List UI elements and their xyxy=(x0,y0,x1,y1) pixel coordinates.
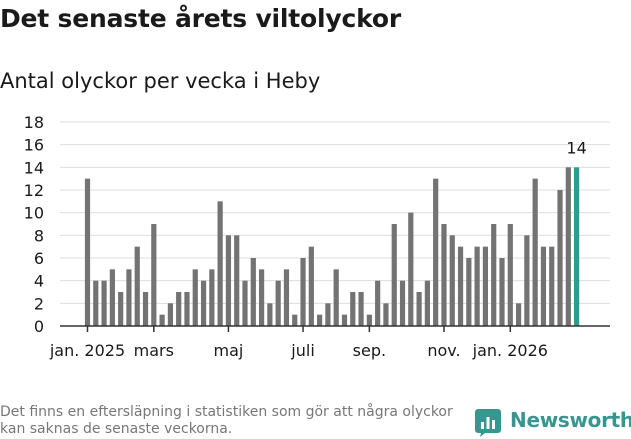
y-tick-label: 12 xyxy=(24,181,44,200)
bar xyxy=(482,246,489,326)
bar xyxy=(225,235,232,326)
x-axis-tick-labels: jan. 2025 mars maj juli sep. nov. jan. 2026 xyxy=(49,326,548,360)
bar xyxy=(283,269,290,326)
bar xyxy=(118,292,124,326)
bar xyxy=(242,280,248,326)
bar xyxy=(499,258,505,326)
x-tick-label: sep. xyxy=(353,341,386,360)
bar xyxy=(433,178,439,326)
bar xyxy=(507,224,513,326)
bar xyxy=(134,246,140,326)
bar xyxy=(424,280,430,326)
bar xyxy=(200,280,207,326)
bar xyxy=(391,224,397,326)
bar xyxy=(209,269,215,326)
bar xyxy=(383,303,389,326)
bar xyxy=(84,178,91,326)
bar-chart: 0 2 4 6 8 10 12 14 16 18 jan. 2025 mars maj juli sep.… xyxy=(24,113,610,360)
bar xyxy=(167,303,173,326)
bar xyxy=(474,246,480,326)
bar xyxy=(234,235,240,326)
bar xyxy=(258,269,265,326)
x-tick-label: jan. 2026 xyxy=(472,341,548,360)
bar xyxy=(532,178,538,326)
chart-subtitle: Antal olyckor per vecka i Heby xyxy=(0,69,321,93)
bar xyxy=(524,235,530,326)
bar xyxy=(416,292,422,326)
bar xyxy=(176,292,182,326)
y-tick-label: 18 xyxy=(24,113,44,132)
bar xyxy=(126,269,132,326)
bar xyxy=(109,269,115,326)
y-tick-label: 14 xyxy=(24,158,44,177)
x-tick-label: nov. xyxy=(427,341,460,360)
bar xyxy=(192,269,198,326)
bar xyxy=(217,201,223,326)
y-tick-label: 2 xyxy=(34,294,44,313)
x-tick-label: mars xyxy=(134,341,174,360)
bar xyxy=(441,224,447,326)
bar xyxy=(350,292,356,326)
bar xyxy=(557,190,563,326)
bar-highlighted xyxy=(574,167,580,326)
highlight-value-label: 14 xyxy=(566,138,586,157)
bar xyxy=(101,280,107,326)
bar xyxy=(325,303,331,326)
bar xyxy=(491,224,497,326)
bar xyxy=(565,167,571,326)
bar xyxy=(449,235,455,326)
bar xyxy=(151,224,157,326)
bar xyxy=(142,292,149,326)
x-tick-label: jan. 2025 xyxy=(49,341,125,360)
bar xyxy=(267,303,273,326)
bar xyxy=(366,314,372,326)
x-tick-label: maj xyxy=(214,341,244,360)
bar xyxy=(300,258,306,326)
footnote: Det finns en eftersläpning i statistiken… xyxy=(0,404,453,437)
data-labels: 14 xyxy=(566,138,586,157)
bars xyxy=(84,167,580,326)
newsworthy-logo[interactable]: Newsworthy xyxy=(475,407,631,437)
bar xyxy=(275,280,281,326)
bar xyxy=(358,292,364,326)
y-tick-label: 0 xyxy=(34,317,44,336)
bar xyxy=(540,246,547,326)
bar xyxy=(375,280,381,326)
x-tick-label: juli xyxy=(290,341,314,360)
bar xyxy=(250,258,256,326)
brand-name: Newsworthy xyxy=(510,408,631,432)
y-tick-label: 10 xyxy=(24,204,44,223)
bar xyxy=(466,258,472,326)
bar xyxy=(292,314,298,326)
bar xyxy=(308,246,314,326)
y-tick-label: 4 xyxy=(34,272,44,291)
bar xyxy=(341,314,348,326)
chart-title: Det senaste årets viltolyckor xyxy=(0,4,401,33)
bar xyxy=(317,314,323,326)
bar xyxy=(93,280,99,326)
bar-chart-logo-icon xyxy=(475,409,501,437)
y-tick-label: 16 xyxy=(24,136,44,155)
bar xyxy=(159,314,165,326)
bar xyxy=(399,280,406,326)
bar xyxy=(457,246,464,326)
bar xyxy=(515,303,522,326)
bar xyxy=(184,292,190,326)
y-tick-label: 6 xyxy=(34,249,44,268)
bar xyxy=(408,212,414,326)
bar xyxy=(333,269,339,326)
y-tick-label: 8 xyxy=(34,226,44,245)
bar xyxy=(549,246,555,326)
y-axis-tick-labels: 0 2 4 6 8 10 12 14 16 18 xyxy=(24,113,44,336)
